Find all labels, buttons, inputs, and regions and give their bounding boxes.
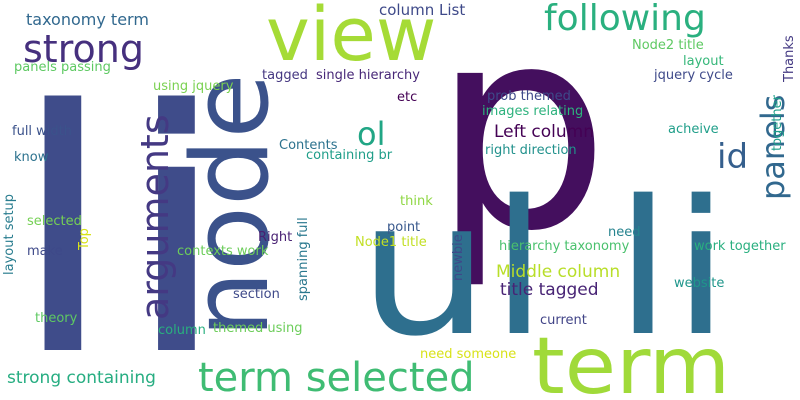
word-prob-themed: prob themed bbox=[487, 89, 571, 104]
word-right: Right bbox=[258, 230, 293, 245]
word-view: view bbox=[266, 0, 437, 78]
word-ol: ol bbox=[357, 115, 386, 153]
word-need: need bbox=[608, 225, 641, 240]
word-images-relating: images relating bbox=[482, 104, 584, 119]
word-full-width: full width bbox=[12, 124, 73, 139]
word-node2-title: Node2 title bbox=[632, 38, 704, 53]
word-themed-using: themed using bbox=[213, 321, 303, 336]
word-term: term bbox=[532, 322, 731, 400]
word-know: know bbox=[14, 150, 49, 165]
word-newbie: newbie bbox=[451, 234, 466, 281]
word-theory: theory bbox=[35, 311, 78, 326]
word-hierarchy-taxonomy: hierarchy taxonomy bbox=[499, 239, 630, 254]
word-node1-title: Node1 title bbox=[355, 235, 427, 250]
word-column: column bbox=[158, 323, 206, 338]
word-strong-containing: strong containing bbox=[7, 368, 156, 388]
word-tagged: tagged bbox=[262, 68, 308, 83]
word-need-someone: need someone bbox=[420, 347, 517, 362]
word-ul-li: ul li bbox=[358, 160, 730, 377]
word-etc: etc bbox=[397, 90, 418, 105]
word-containing-br: containing br bbox=[306, 148, 393, 163]
word-layout-setup: layout setup bbox=[2, 193, 17, 275]
word-point: point bbox=[387, 220, 421, 235]
word-work-together: work together bbox=[694, 239, 786, 254]
word-together: together bbox=[770, 95, 785, 151]
word-id: id bbox=[717, 137, 749, 177]
word-make: make bbox=[27, 244, 63, 259]
word-term-selected: term selected bbox=[198, 355, 475, 400]
word-top: Top bbox=[77, 228, 92, 250]
word-using-jquery: using jquery bbox=[153, 79, 234, 94]
word-selected: selected bbox=[27, 214, 82, 229]
word-strong: strong bbox=[23, 27, 144, 71]
word-layout: layout bbox=[683, 54, 724, 69]
word-single-hierarchy: single hierarchy bbox=[316, 68, 420, 83]
word-following: following bbox=[544, 0, 706, 39]
word-column-list: column List bbox=[379, 1, 466, 19]
word-p: p bbox=[432, 0, 610, 293]
word-spanning-full: spanning full bbox=[296, 217, 311, 301]
word-taxonomy-term: taxonomy term bbox=[26, 10, 149, 29]
word-section: section bbox=[233, 287, 280, 302]
word-arguments: arguments bbox=[133, 114, 177, 320]
word-website: website bbox=[674, 276, 725, 291]
word-middle-column: Middle column bbox=[496, 262, 621, 282]
word-panels-passing: panels passing bbox=[14, 60, 111, 75]
word-jquery-cycle: jquery cycle bbox=[654, 68, 733, 83]
word-title-tagged: title tagged bbox=[500, 280, 599, 300]
word-li: li bbox=[6, 40, 234, 400]
word-think: think bbox=[400, 194, 433, 209]
word-left-column: Left column bbox=[494, 122, 594, 142]
word-contents: Contents bbox=[279, 138, 338, 153]
word-contexts-work: contexts work bbox=[177, 244, 269, 259]
word-right-direction: right direction bbox=[485, 143, 577, 158]
word-thanks: Thanks bbox=[782, 35, 797, 82]
word-acheive: acheive bbox=[668, 122, 719, 137]
word-current: current bbox=[540, 313, 587, 328]
